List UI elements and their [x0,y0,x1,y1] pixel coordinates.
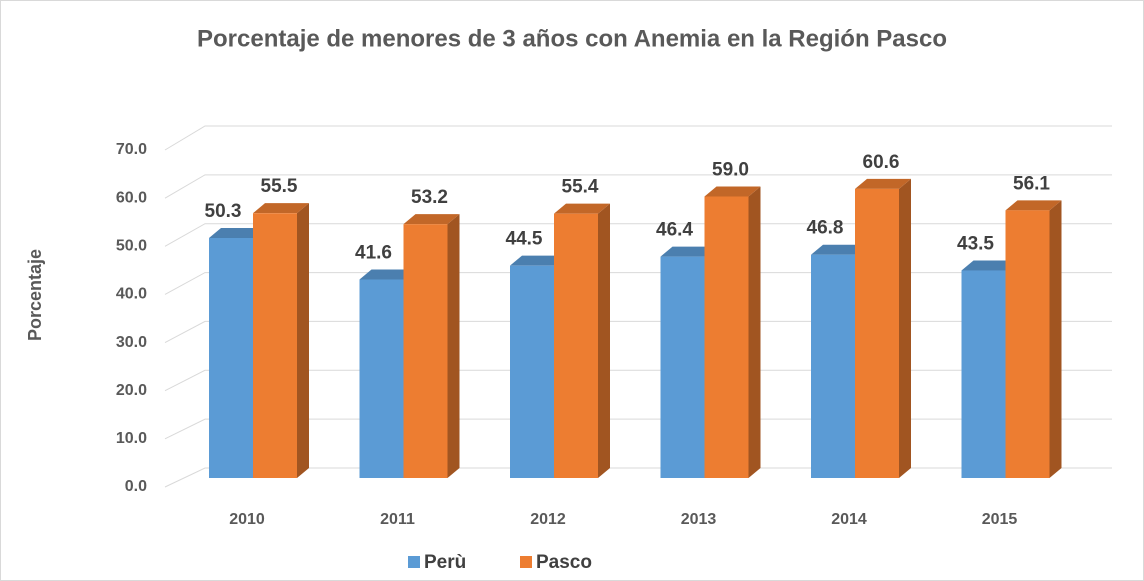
data-label: 43.5 [957,233,994,254]
bar-top [855,178,911,189]
bar-front [855,188,899,478]
y-tick-label: 30.0 [116,334,147,351]
data-label: 41.6 [355,243,392,264]
grid-line [164,418,1112,440]
legend-label: Perù [424,552,466,573]
bar-side [1049,200,1062,478]
bar-front [811,254,855,478]
bar [704,186,761,478]
data-label: 60.6 [863,152,900,173]
bar-side [899,178,911,478]
x-tick-label: 2011 [380,511,415,528]
y-axis-label: Porcentaje [25,249,45,341]
x-tick-label: 2014 [831,511,867,528]
bar-top [660,246,717,257]
bar-side [598,203,610,479]
grid-line [164,174,1112,199]
bar-side [447,214,460,478]
grid-line [164,272,1112,295]
bar [253,203,309,478]
x-tick-label: 2012 [530,511,566,528]
y-tick-label: 50.0 [116,238,147,255]
data-label: 55.5 [261,176,298,197]
data-label: 46.8 [807,218,844,239]
bar [855,178,911,478]
bar-side [297,203,309,478]
bar [554,203,610,479]
y-tick-label: 70.0 [116,141,147,158]
y-tick-label: 10.0 [116,430,147,447]
chart-title: Porcentaje de menores de 3 años con Anem… [197,25,947,52]
bar-front [704,196,749,478]
bar-top [811,244,867,255]
bar [1005,200,1062,478]
bar-front [1005,210,1050,478]
data-label: 55.4 [562,177,599,198]
bar-top [510,255,566,266]
legend-swatch [408,556,420,568]
grid-line [164,467,1112,488]
legend-swatch [520,556,532,568]
data-label: 59.0 [712,160,749,181]
bar-front [209,237,253,478]
bar-top [704,186,761,197]
y-tick-label: 60.0 [116,189,147,206]
x-tick-label: 2013 [681,511,717,528]
bar-front [253,213,297,478]
bar-side [748,186,761,478]
bar-top [359,269,416,280]
bar-top [253,203,309,214]
grid-line [164,320,1112,344]
x-tick-label: 2010 [229,511,265,528]
x-tick-label: 2015 [982,511,1018,528]
bar-front [554,213,598,479]
bar-top [1005,200,1062,211]
grid-line [164,223,1112,247]
bar [403,214,460,478]
bar-top [554,203,610,214]
bar-front [510,265,554,478]
data-label: 56.1 [1013,173,1050,194]
bar-top [209,227,265,238]
bar-front [961,270,1006,478]
bar-front [660,256,705,478]
y-tick-label: 0.0 [125,478,147,495]
data-label: 44.5 [506,229,543,250]
bar-front [403,224,448,478]
bar-front [359,279,404,478]
y-tick-label: 20.0 [116,382,147,399]
grid-line [164,125,1112,151]
grid-line [164,369,1112,392]
legend-label: Pasco [536,552,592,573]
bar-top [403,214,460,225]
bar-top [961,260,1018,271]
y-tick-label: 40.0 [116,286,147,303]
data-label: 53.2 [411,187,448,208]
data-label: 46.4 [656,220,693,241]
data-label: 50.3 [205,201,242,222]
